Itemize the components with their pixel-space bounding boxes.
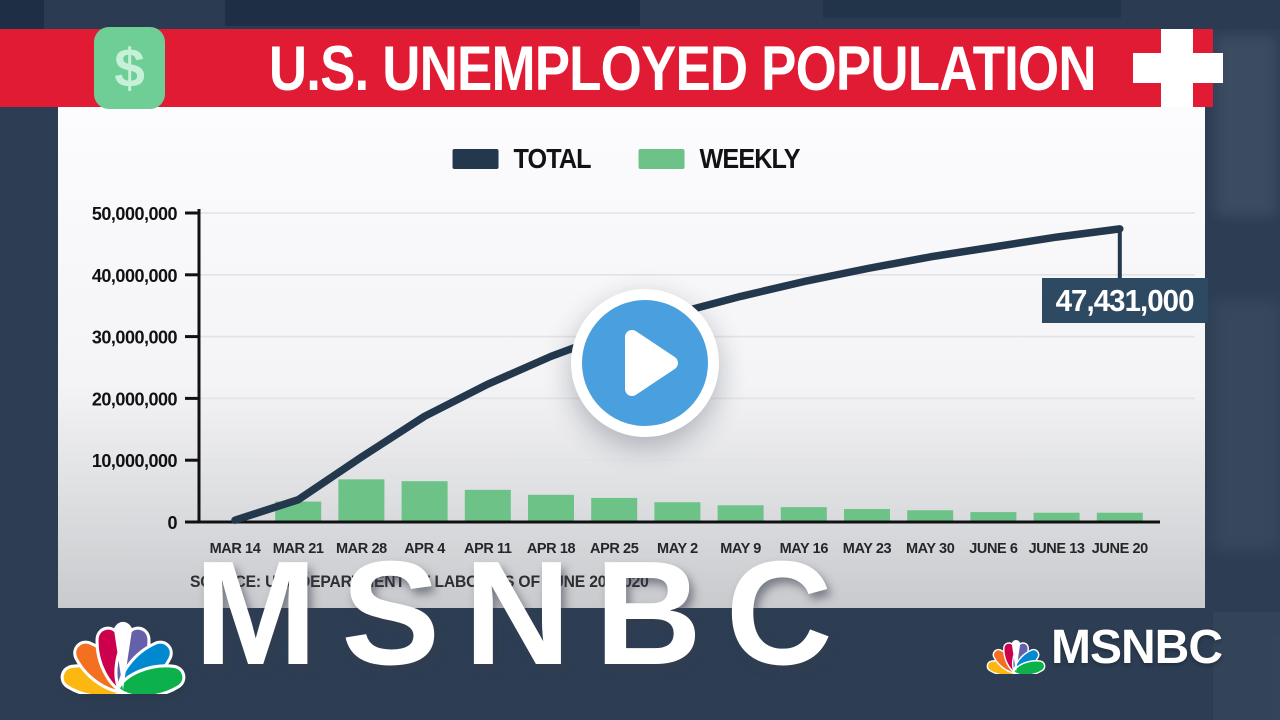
weekly-bar [401,481,448,522]
background-shape [1216,36,1276,216]
weekly-bar [528,494,574,522]
weekly-bar [717,505,764,522]
weekly-bar [591,497,638,522]
background-shape [0,0,44,29]
weekly-bar [1033,512,1080,522]
title-banner: $ U.S. UNEMPLOYED POPULATION [0,27,1223,109]
weekly-bar [907,510,954,522]
x-tick-label: APR 25 [590,541,639,557]
x-tick-label: MAR 21 [273,541,324,557]
medical-cross-icon [1133,29,1223,107]
legend-swatch-weekly [638,149,685,169]
x-tick-label: APR 18 [527,541,576,557]
y-tick-label: 20,000,000 [92,389,178,409]
x-tick-label: JUNE 6 [969,541,1018,557]
page-title: U.S. UNEMPLOYED POPULATION [268,34,1097,104]
dollar-icon: $ [94,27,165,109]
corner-logo-wordmark: MSNBC [1051,621,1223,674]
msnbc-corner-logo: MSNBC [985,621,1223,674]
x-tick-label: MAR 28 [336,541,387,557]
source-attribution: SOURCE: U.S. DEPARTMENT OF LABOR AS OF J… [190,573,649,591]
weekly-bar [970,512,1017,522]
legend-label-weekly: WEEKLY [699,143,801,174]
x-tick-label: MAY 2 [657,541,698,557]
play-icon [625,330,678,396]
x-tick-label: JUNE 13 [1029,541,1085,557]
x-tick-label: MAY 9 [720,541,761,557]
background-shape [1213,612,1280,720]
callout-value: 47,431,000 [1056,282,1195,318]
x-tick-label: APR 4 [404,541,445,557]
weekly-bar [1096,512,1143,522]
y-tick-label: 30,000,000 [92,328,178,348]
x-tick-label: MAY 30 [906,541,955,557]
weekly-bar [338,479,385,522]
x-tick-label: JUNE 20 [1092,541,1148,557]
legend-item-total: TOTAL [452,143,599,175]
play-button[interactable] [571,289,719,437]
background-shape [823,0,1121,18]
legend-item-weekly: WEEKLY [638,143,811,175]
legend-swatch-total [452,149,499,169]
background-shape [225,0,640,26]
data-callout: 47,431,000 [1042,278,1208,323]
weekly-bar [844,509,890,522]
dollar-glyph: $ [114,36,145,99]
chart-legend: TOTAL WEEKLY [452,143,811,175]
weekly-bar [780,507,827,522]
x-tick-label: MAR 14 [210,541,261,557]
y-tick-label: 10,000,000 [92,451,178,471]
weekly-bar [464,489,511,522]
x-tick-label: MAY 23 [843,541,892,557]
x-tick-label: APR 11 [464,541,512,557]
nbc-peacock-icon [985,626,1047,674]
weekly-bar [654,502,701,522]
x-tick-label: MAY 16 [780,541,829,557]
y-tick-label: 40,000,000 [92,266,178,286]
y-tick-label: 0 [167,513,177,533]
play-button-circle [582,300,708,426]
background-shape [1213,300,1280,550]
y-tick-label: 50,000,000 [92,204,178,224]
legend-label-total: TOTAL [513,143,591,174]
unemployment-chart: 0 10,000,000 20,000,000 30,000,000 40,000,00… [92,204,1195,557]
